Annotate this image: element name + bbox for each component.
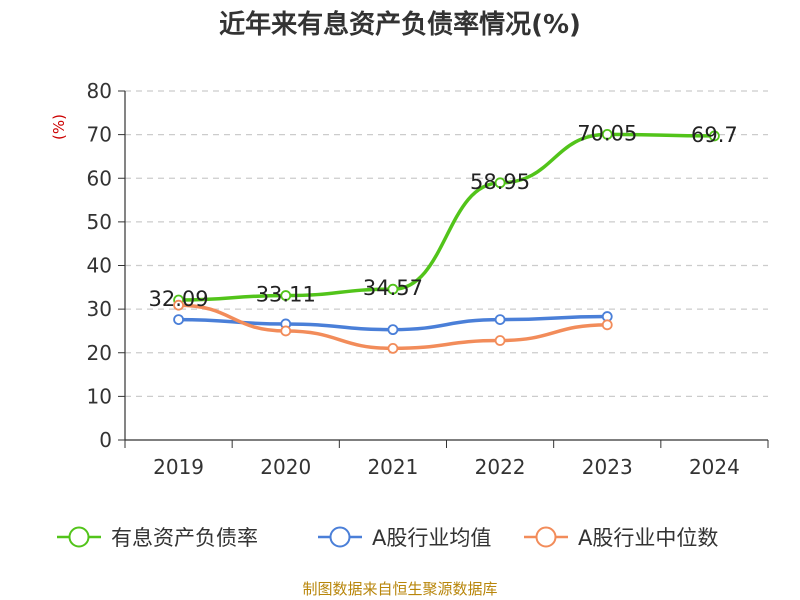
y-tick-label: 10	[87, 384, 112, 408]
y-tick-label: 40	[87, 254, 112, 278]
legend-marker	[329, 526, 351, 548]
legend-marker	[535, 526, 557, 548]
data-labels: 32.09 33.11 34.57 58.95 70.05 69.7	[149, 121, 738, 311]
chart-title: 近年来有息资产负债率情况(%)	[219, 10, 581, 40]
y-tick-label: 20	[87, 341, 112, 365]
data-point	[387, 342, 399, 354]
x-tick-label: 2023	[582, 455, 633, 479]
data-point	[387, 324, 399, 336]
data-label: 34.57	[363, 276, 423, 300]
data-point	[387, 283, 399, 295]
series-group	[173, 129, 720, 354]
y-tick-label: 70	[87, 123, 112, 147]
legend-marker	[68, 526, 90, 548]
data-point	[601, 129, 613, 140]
axes	[118, 90, 769, 448]
y-tick-label: 30	[87, 297, 112, 321]
data-point	[173, 299, 184, 311]
y-tick-label: 80	[87, 79, 112, 103]
legend-label: 有息资产负债率	[111, 526, 258, 550]
y-tick-label: 50	[87, 210, 112, 234]
y-axis-label: (%)	[50, 114, 68, 140]
gridlines	[125, 90, 768, 397]
data-point	[709, 130, 720, 142]
source-note: 制图数据来自恒生聚源数据库	[302, 580, 498, 598]
x-tick-labels: 2019 2020 2021 2022 2023 2024	[153, 455, 740, 479]
x-tick-label: 2020	[260, 455, 311, 479]
data-label: 32.09	[149, 287, 209, 311]
y-tick-label: 0	[99, 428, 112, 452]
data-point	[280, 325, 292, 337]
x-tick-label: 2021	[367, 455, 418, 479]
series-line	[178, 132, 715, 302]
legend-label: A股行业均值	[372, 526, 491, 550]
data-point	[601, 319, 613, 331]
data-label: 69.7	[691, 123, 738, 147]
data-point	[173, 314, 184, 325]
x-tick-label: 2019	[153, 455, 204, 479]
data-point	[494, 314, 506, 325]
x-tick-label: 2022	[475, 455, 526, 479]
y-tick-label: 60	[87, 166, 112, 190]
data-label: 33.11	[256, 283, 316, 307]
legend: 有息资产负债率 A股行业均值 A股行业中位数	[57, 526, 718, 550]
legend-label: A股行业中位数	[578, 526, 718, 550]
data-point	[494, 177, 506, 189]
data-point	[280, 290, 292, 301]
x-tick-label: 2024	[689, 455, 740, 479]
data-point	[494, 335, 506, 346]
y-tick-labels: 0 10 20 30 40 50 60 70 80	[87, 79, 112, 452]
data-label: 58.95	[470, 170, 530, 194]
data-label: 70.05	[577, 121, 637, 145]
